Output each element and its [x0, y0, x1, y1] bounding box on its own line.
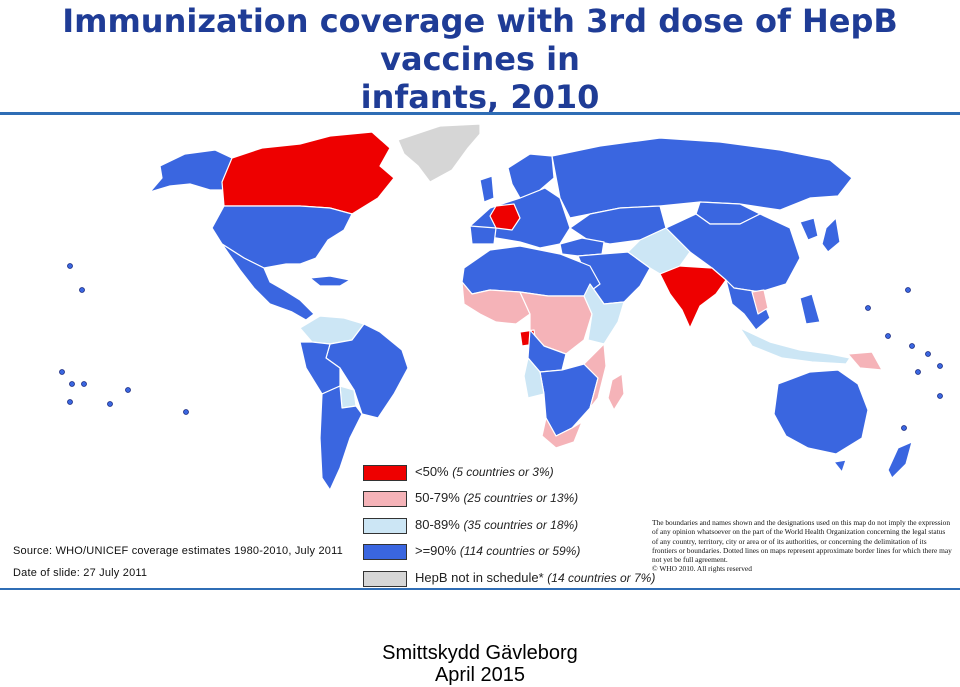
legend-count: (114 countries or 59%): [459, 544, 581, 558]
region-uk: [479, 175, 495, 203]
region-philippines: [799, 293, 821, 325]
region-india: [659, 265, 727, 329]
legend-label: <50%: [415, 464, 449, 479]
region-png: [847, 351, 883, 371]
region-scandinavia: [507, 153, 555, 199]
source-note: Source: WHO/UNICEF coverage estimates 19…: [13, 545, 343, 557]
region-caribbean: [309, 275, 351, 287]
legend-label: >=90%: [415, 543, 457, 558]
region-russia: [551, 137, 853, 219]
region-korea-japan: [799, 217, 841, 253]
world-map: [59, 123, 943, 491]
island-markers: [59, 263, 943, 431]
legend-label: 80-89%: [415, 517, 460, 532]
footer-date: April 2015: [434, 664, 526, 686]
region-thailand: [751, 289, 769, 315]
bottom-divider: [0, 588, 960, 590]
legend-count: (14 countries or 7%): [547, 571, 656, 585]
legend-swatch-not-in-schedule: [363, 571, 407, 587]
region-paraguay: [339, 385, 357, 409]
legend-swatch-50-79: [363, 491, 407, 507]
region-south-africa: [541, 417, 583, 449]
region-west-africa-pink: [461, 281, 531, 325]
legend-label: HepB not in schedule*: [415, 570, 544, 585]
region-indonesia: [739, 327, 851, 365]
region-canada: [221, 131, 395, 215]
legend-label: 50-79%: [415, 490, 460, 505]
region-mozambique: [583, 343, 607, 409]
region-angola: [523, 357, 545, 399]
footer-org: Smittskydd Gävleborg: [382, 642, 578, 664]
region-peru-bolivia: [299, 341, 341, 395]
who-disclaimer: The boundaries and names shown and the d…: [652, 518, 952, 574]
slide-date: Date of slide: 27 July 2011: [13, 567, 148, 579]
region-greenland: [397, 123, 481, 183]
region-mexico: [221, 243, 315, 321]
title-line-1: Immunization coverage with 3rd dose of H…: [62, 2, 898, 78]
legend-count: (5 countries or 3%): [452, 465, 554, 479]
region-australia: [773, 369, 869, 455]
title-line-2: infants, 2010: [360, 78, 600, 116]
legend-count: (25 countries or 13%): [463, 491, 579, 505]
legend-swatch-gte90: [363, 544, 407, 560]
copyright-text: © WHO 2010. All rights reserved: [652, 564, 752, 574]
region-iberia: [469, 225, 497, 245]
region-turkey: [559, 237, 605, 257]
region-tasmania: [833, 459, 847, 473]
title-divider: [0, 112, 960, 115]
region-new-zealand: [887, 441, 913, 479]
disclaimer-text: The boundaries and names shown and the d…: [652, 518, 952, 565]
region-southern-cone: [319, 385, 363, 491]
region-southern-africa: [539, 363, 599, 437]
region-france: [489, 203, 521, 231]
page-title: Immunization coverage with 3rd dose of H…: [0, 2, 960, 116]
legend-swatch-80-89: [363, 518, 407, 534]
legend-count: (35 countries or 18%): [463, 518, 579, 532]
region-madagascar: [607, 373, 625, 411]
legend-swatch-lt50: [363, 465, 407, 481]
region-alaska: [149, 149, 233, 193]
